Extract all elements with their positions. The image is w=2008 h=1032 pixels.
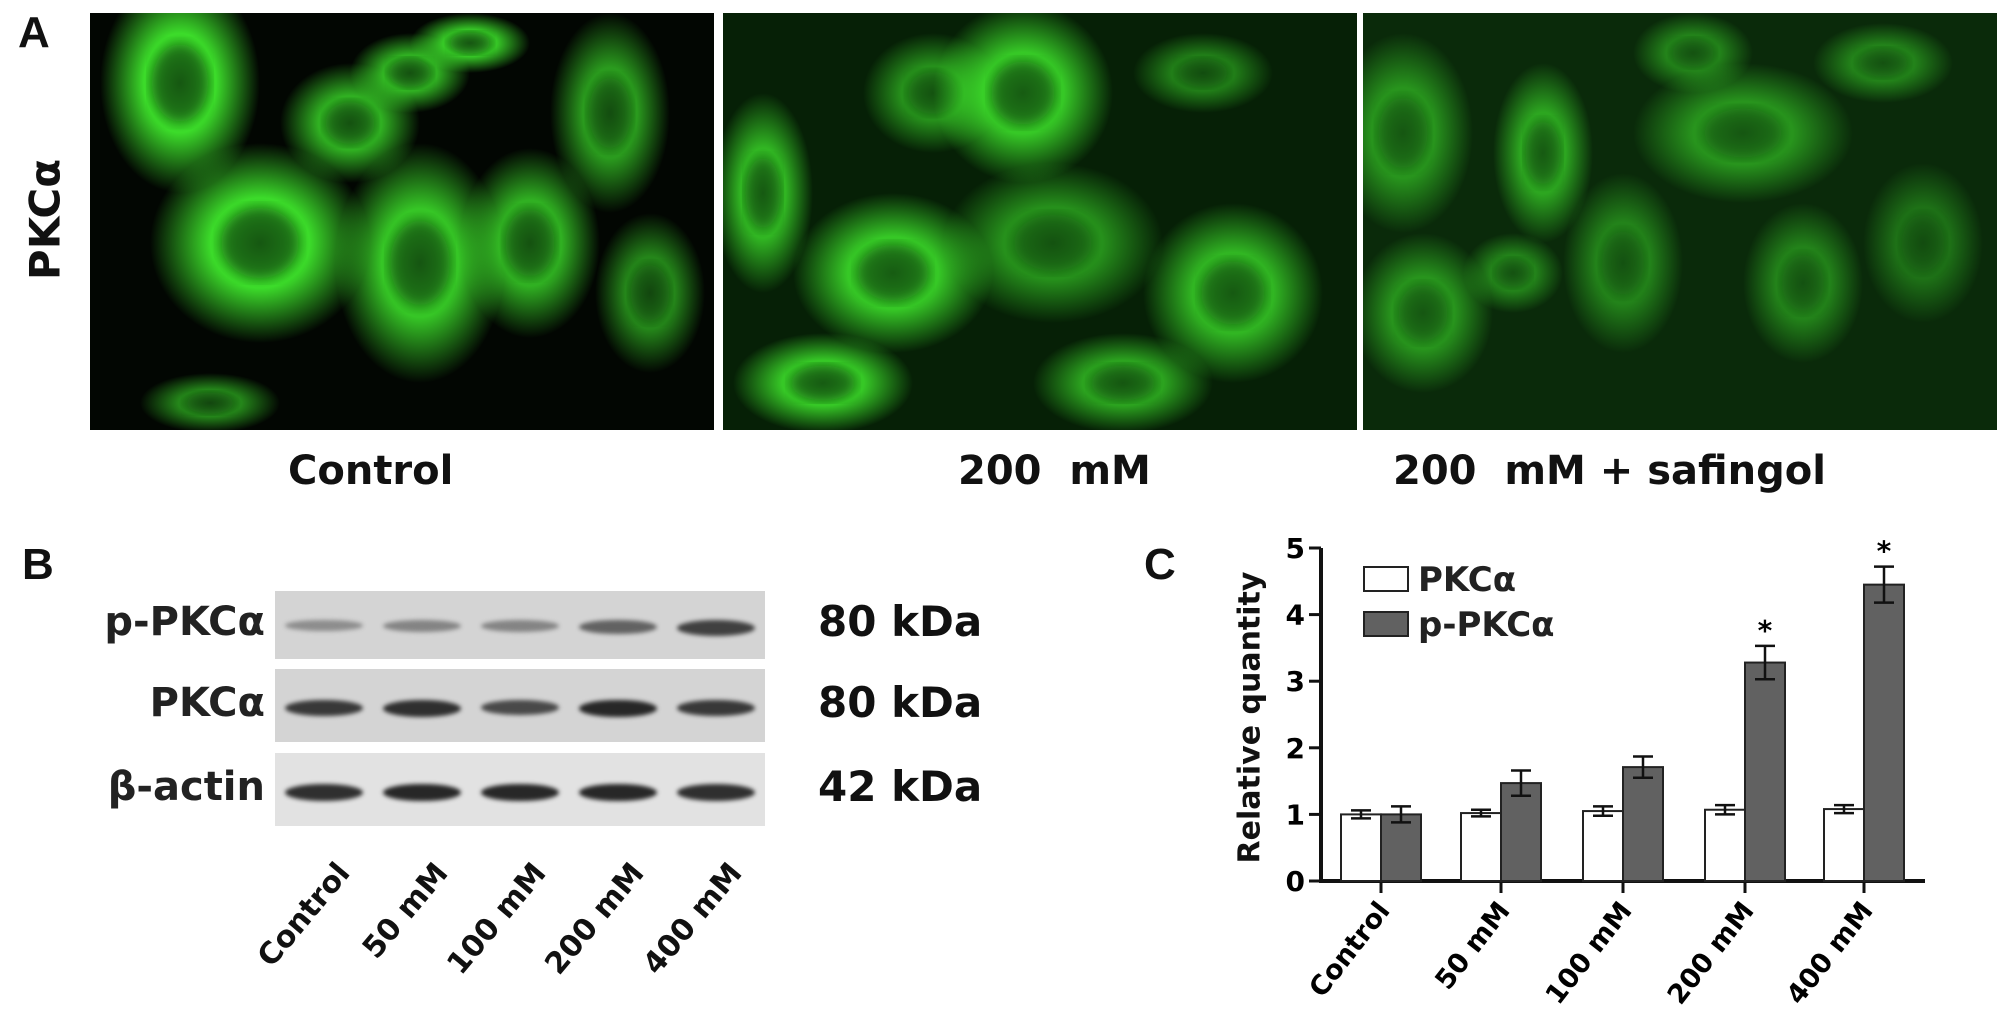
significance-marker: * — [1758, 614, 1773, 647]
caption-200mm: 200 mM — [958, 448, 1151, 494]
blot-protein-label: β-actin — [107, 763, 265, 810]
cell-nucleus — [221, 208, 299, 278]
cell-nucleus — [1902, 215, 1944, 271]
bar-pkca — [1340, 813, 1382, 883]
blot-size-label: 42 kDa — [818, 761, 983, 811]
blot-band — [481, 699, 559, 716]
cell-nucleus — [991, 61, 1055, 125]
x-tick-label: 100 mM — [1540, 896, 1639, 1006]
y-tick-label: 5 — [1286, 532, 1305, 565]
cell-nucleus — [858, 245, 928, 301]
cell-nucleus — [1525, 121, 1561, 185]
caption-control: Control — [288, 448, 454, 494]
caption-200mm-safingol: 200 mM + safingol — [1393, 448, 1826, 494]
blot-band — [579, 619, 657, 634]
cell-nucleus — [1782, 255, 1824, 311]
cell-nucleus — [389, 59, 431, 87]
cell-nucleus — [390, 221, 450, 305]
legend-label: PKCα — [1418, 560, 1516, 600]
cell-nucleus — [505, 209, 555, 277]
micrograph-control — [90, 13, 714, 430]
bar-p-pkca — [1744, 661, 1786, 882]
micrograph-200mm-safingol — [1363, 13, 1997, 430]
bar-p-pkca — [1622, 766, 1664, 883]
blot-row-0 — [275, 591, 765, 659]
cell-nucleus — [185, 392, 235, 414]
blot-protein-label: PKCα — [149, 679, 265, 726]
panel-b-label: B — [22, 540, 54, 589]
cell-nucleus — [1014, 215, 1092, 271]
bar-pkca — [1823, 808, 1865, 883]
x-tick-label: 400 mM — [1781, 896, 1880, 1006]
bar-p-pkca — [1500, 782, 1542, 883]
blot-size-label: 80 kDa — [818, 597, 983, 646]
cell-nucleus — [1091, 365, 1155, 401]
legend-swatch — [1363, 611, 1409, 637]
y-tick-label: 4 — [1286, 599, 1305, 632]
panel-c-label: C — [1144, 540, 1176, 589]
blot-band — [677, 783, 755, 801]
bar-pkca — [1704, 808, 1746, 882]
cell-nucleus — [1672, 39, 1714, 67]
legend-swatch — [1363, 566, 1409, 592]
blot-band — [481, 783, 559, 802]
blot-band — [383, 699, 461, 717]
blot-size-label: 80 kDa — [818, 677, 983, 727]
cell-nucleus — [1398, 285, 1448, 341]
y-tick-label: 2 — [1286, 732, 1305, 765]
blot-protein-label: p-PKCα — [104, 599, 265, 645]
cell-nucleus — [152, 44, 208, 122]
blot-band — [383, 783, 461, 802]
bar-p-pkca — [1380, 813, 1422, 883]
cell-nucleus — [1201, 261, 1265, 325]
blot-band — [285, 783, 363, 801]
blot-band — [579, 783, 657, 802]
cell-nucleus — [791, 365, 855, 401]
micrograph-200mm — [723, 13, 1357, 430]
blot-band — [579, 699, 657, 718]
blot-band — [285, 619, 363, 632]
x-tick-label: 200 mM — [1662, 896, 1761, 1006]
x-tick-label: Control — [1303, 896, 1396, 1003]
cell-nucleus — [1602, 231, 1644, 295]
cell-nucleus — [1704, 108, 1782, 158]
cell-nucleus — [589, 78, 631, 148]
bar-p-pkca — [1863, 583, 1905, 882]
cell-nucleus — [1495, 259, 1531, 287]
legend-label: p-PKCα — [1418, 605, 1555, 645]
y-tick-label: 0 — [1286, 865, 1305, 898]
panel-a-label: A — [18, 8, 50, 57]
bar-pkca — [1460, 812, 1502, 882]
blot-row-1 — [275, 669, 765, 742]
blot-band — [677, 699, 755, 717]
cell-nucleus — [745, 158, 781, 228]
bar-pkca — [1582, 810, 1624, 883]
cell-nucleus — [1378, 98, 1428, 168]
blot-band — [285, 699, 363, 717]
x-tick-label: 50 mM — [1429, 896, 1516, 995]
cell-nucleus — [1178, 59, 1228, 87]
blot-band — [677, 619, 755, 636]
cell-nucleus — [325, 102, 375, 144]
significance-marker: * — [1877, 535, 1892, 568]
cell-nucleus — [1858, 49, 1908, 77]
y-tick-label: 1 — [1286, 798, 1305, 831]
cell-nucleus — [449, 32, 491, 54]
y-tick-label: 3 — [1286, 665, 1305, 698]
bar-chart: 0 1 2 3 4 5 Control 50 mM 100 mM 200 mM * 400 mM * PK… — [1286, 532, 1925, 1006]
blot-band — [383, 619, 461, 632]
blot-row-2 — [275, 753, 765, 826]
blot-band — [481, 619, 559, 632]
cell-nucleus — [630, 265, 670, 321]
